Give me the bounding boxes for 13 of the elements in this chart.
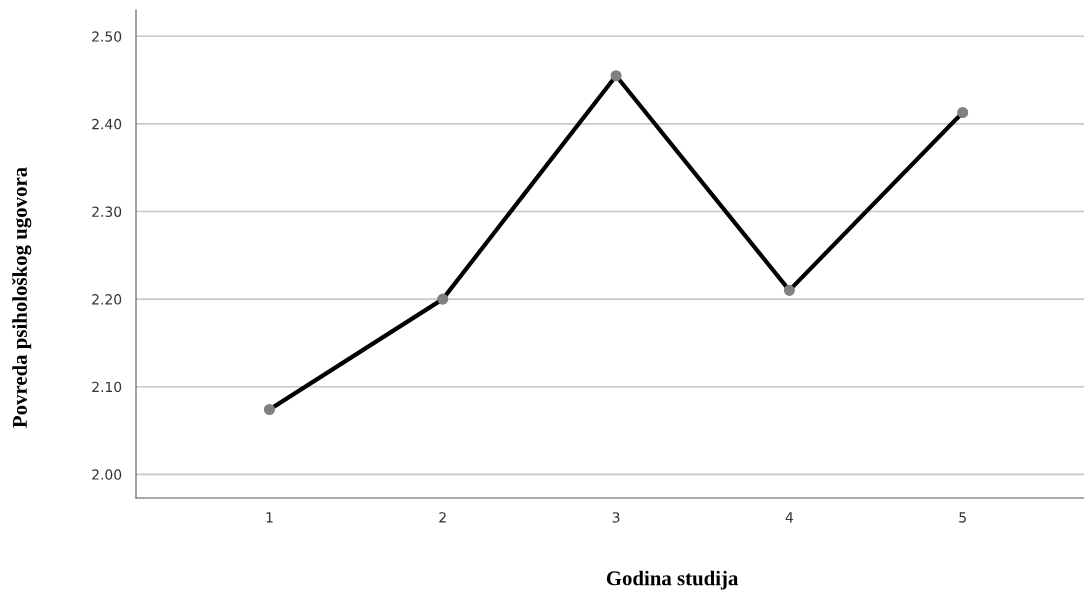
y-tick-label: 2.10 bbox=[92, 381, 122, 393]
x-tick-label: 4 bbox=[785, 512, 794, 523]
x-axis-title: Godina studija bbox=[606, 570, 739, 590]
x-tick-label: 1 bbox=[266, 512, 273, 523]
y-tick-label: 2.40 bbox=[92, 118, 122, 130]
y-tick-label: 2.20 bbox=[92, 294, 122, 305]
x-tick-label: 5 bbox=[959, 512, 966, 523]
y-tick-label: 2.00 bbox=[92, 469, 122, 480]
x-tick-label: 3 bbox=[612, 512, 620, 523]
y-tick-label: 2.50 bbox=[92, 31, 122, 42]
x-tick-label: 2 bbox=[439, 512, 446, 523]
y-axis-title: Povreda psihološkog ugovora bbox=[12, 167, 32, 428]
y-tick-label: 2.30 bbox=[92, 206, 122, 217]
